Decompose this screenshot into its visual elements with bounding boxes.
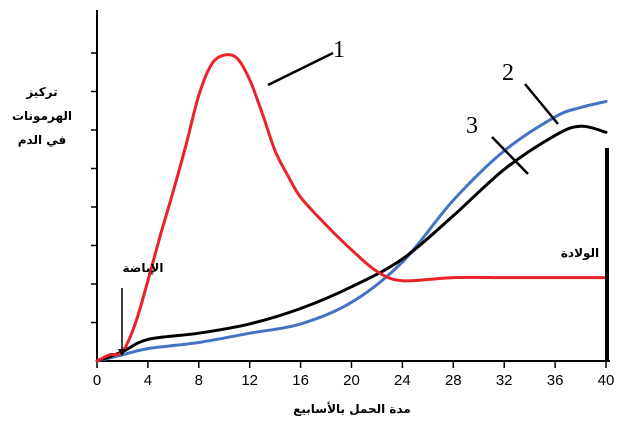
x-tick-label: 28: [445, 372, 462, 389]
x-tick-label: 4: [144, 372, 152, 389]
birth-label: الولادة: [561, 246, 599, 261]
x-tick-label: 0: [93, 372, 101, 389]
x-tick-label: 12: [241, 372, 258, 389]
series-group: [95, 53, 608, 363]
curve-1-leader: [267, 51, 334, 87]
x-ticks: 0 4 8 12 16 20 24 28 32 36 40: [93, 361, 615, 389]
curve-1-label: 1: [333, 37, 345, 63]
y-axis-title-line-1: تركيز: [25, 85, 57, 99]
x-tick-label: 32: [496, 372, 513, 389]
series-3-line: [95, 124, 608, 363]
x-tick-label: 8: [195, 372, 203, 389]
x-tick-label: 16: [292, 372, 309, 389]
axes: 0 4 8 12 16 20 24 28 32 36 40: [91, 10, 614, 389]
ovulation-label: الإباضة: [123, 261, 164, 275]
series-1-line: [95, 53, 608, 363]
ovulation-arrowhead: [118, 349, 126, 356]
curve-2-label: 2: [502, 60, 514, 86]
curve-3-leader: [491, 136, 529, 175]
x-tick-label: 24: [394, 372, 411, 389]
x-axis-title: مدة الحمل بالأسابيع: [293, 401, 411, 416]
x-tick-label: 40: [598, 372, 615, 389]
curve-3-label: 3: [466, 113, 478, 139]
x-tick-label: 36: [547, 372, 564, 389]
y-ticks: [91, 52, 97, 324]
x-tick-label: 20: [343, 372, 360, 389]
curve-2-leader: [524, 83, 559, 125]
series-2-line: [95, 99, 608, 363]
y-axis-title-line-3: في الدم: [18, 133, 67, 148]
y-axis-title-line-2: الهرمونات: [12, 109, 72, 124]
